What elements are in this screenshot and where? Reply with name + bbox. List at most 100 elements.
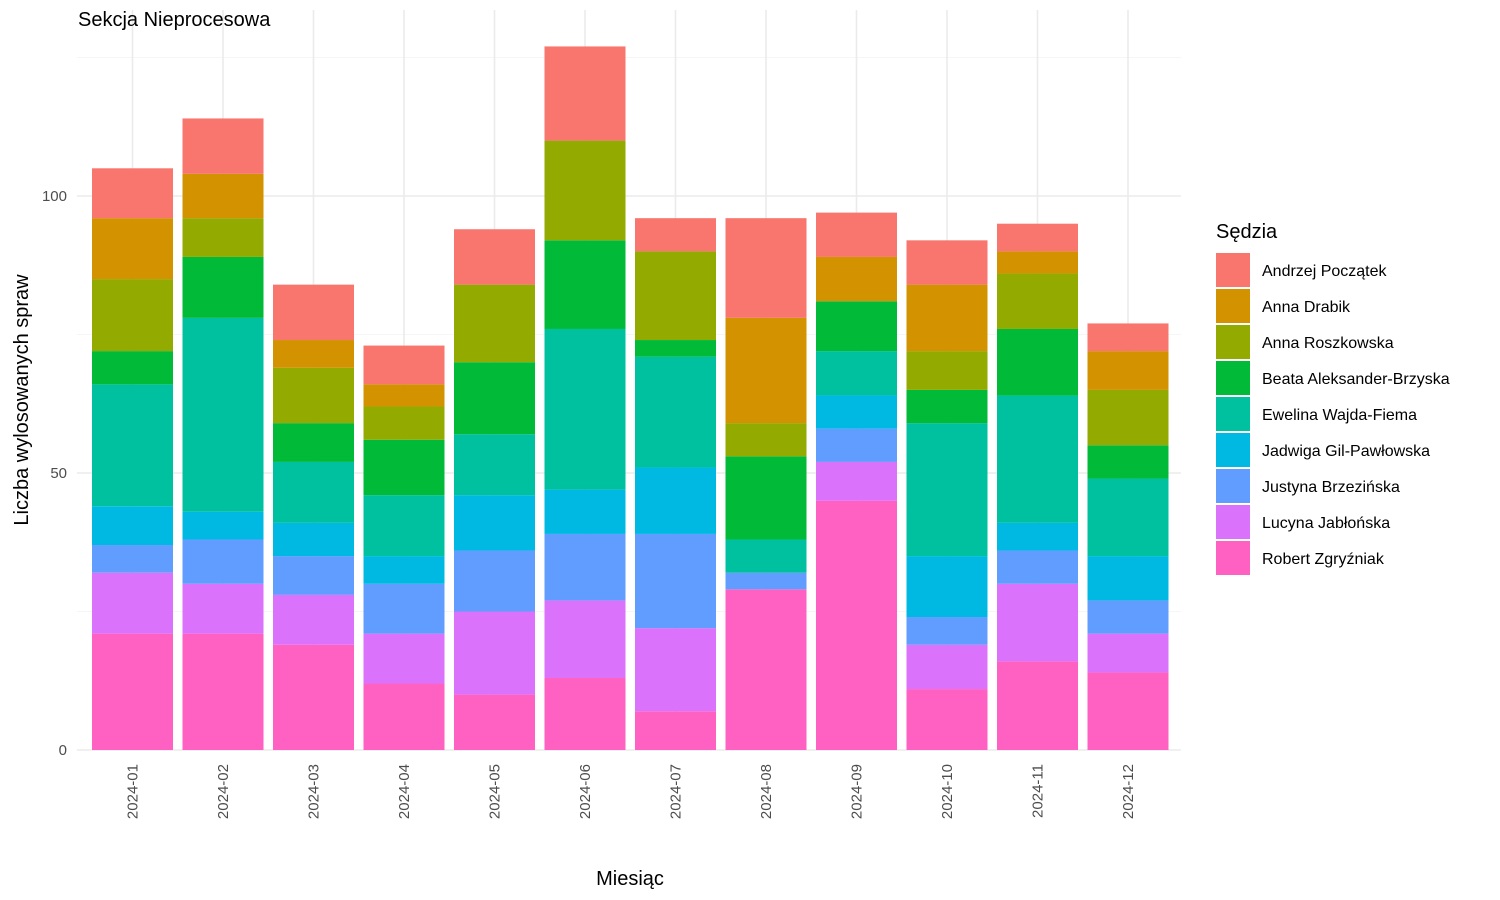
bar-segment — [92, 545, 173, 573]
bar-segment — [92, 168, 173, 219]
bar-segment — [273, 367, 354, 424]
bar-segment — [906, 351, 988, 390]
bar-segment — [363, 345, 445, 385]
bar-segment — [725, 317, 807, 424]
bar-segment — [363, 556, 445, 584]
bar-segment — [454, 694, 535, 750]
bar-segment — [997, 550, 1078, 584]
bar-segment — [544, 328, 626, 490]
bar-segment — [544, 140, 626, 241]
bar-segment — [363, 633, 445, 684]
bar-segment — [906, 644, 988, 690]
bar-segment — [906, 240, 988, 285]
bar-segment — [997, 395, 1078, 523]
x-axis-title: Miesiąc — [596, 868, 664, 890]
x-tick-label: 2024-06 — [577, 764, 594, 819]
bar-segment — [997, 273, 1078, 329]
bar-segment — [816, 461, 897, 501]
bar-segment — [1087, 323, 1169, 352]
bar-segment — [273, 340, 354, 368]
bar-segment — [816, 500, 897, 750]
bar-segment — [363, 439, 445, 496]
bar-segment — [906, 284, 988, 352]
bar-segment — [906, 556, 988, 618]
bar-segment — [997, 583, 1078, 662]
bar-segment — [273, 461, 354, 523]
bar-segment — [92, 384, 173, 507]
legend-key — [1216, 397, 1250, 431]
bar-segment — [816, 212, 897, 257]
bar-segment — [454, 362, 535, 435]
legend-key — [1216, 253, 1250, 287]
bar-segment — [454, 550, 535, 612]
bar-segment — [725, 218, 807, 318]
bar-segment — [363, 683, 445, 750]
legend-label: Andrzej Początek — [1262, 263, 1388, 280]
bar-segment — [92, 506, 173, 546]
bar-segment — [816, 395, 897, 429]
legend-label: Anna Roszkowska — [1262, 335, 1394, 352]
bar-segment — [544, 677, 626, 750]
bar-segment — [182, 218, 264, 257]
bar-segment — [635, 340, 716, 357]
bar-segment — [725, 572, 807, 590]
legend-label: Beata Aleksander-Brzyska — [1262, 371, 1450, 388]
bar-segment — [544, 600, 626, 678]
bar-segment — [635, 628, 716, 712]
bar-segment — [635, 218, 716, 252]
bar-segment — [92, 633, 173, 750]
bar-segment — [1087, 556, 1169, 601]
bar-segment — [363, 406, 445, 440]
bar-segment — [1087, 445, 1169, 479]
legend: Sędzia Andrzej Początek Anna Drabik Anna R… — [1216, 221, 1450, 575]
chart-title: Sekcja Nieprocesowa — [78, 9, 271, 31]
bar-segment — [544, 46, 626, 141]
bar-segment — [454, 611, 535, 695]
bar-segment — [273, 594, 354, 645]
bar-segment — [816, 256, 897, 302]
x-tick-label: 2024-12 — [1120, 764, 1137, 819]
bar-segment — [92, 572, 173, 634]
y-axis-title: Liczba wylosowanych spraw — [11, 274, 33, 526]
x-tick-label: 2024-10 — [939, 764, 956, 819]
bar-segment — [1087, 633, 1169, 673]
bar-segment — [363, 495, 445, 557]
bar-segment — [906, 617, 988, 645]
bar-segment — [997, 328, 1078, 396]
bar-segment — [454, 434, 535, 496]
bar-segment — [725, 539, 807, 573]
bar-segment — [182, 511, 264, 540]
bar-segment — [635, 251, 716, 341]
bar-segment — [1087, 672, 1169, 750]
bar-segment — [182, 317, 264, 512]
legend-label: Jadwiga Gil-Pawłowska — [1262, 443, 1430, 460]
bar-segment — [454, 284, 535, 363]
bar-segment — [635, 467, 716, 534]
bar-segment — [816, 301, 897, 352]
bar-segment — [997, 223, 1078, 252]
legend-key — [1216, 505, 1250, 539]
legend-key — [1216, 541, 1250, 575]
legend-key — [1216, 361, 1250, 395]
bar-segment — [182, 539, 264, 584]
legend-label: Ewelina Wajda-Fiema — [1262, 407, 1417, 424]
bar-segment — [725, 456, 807, 540]
bar-segment — [635, 533, 716, 629]
x-tick-label: 2024-04 — [396, 764, 413, 819]
bar-segment — [92, 279, 173, 352]
bar-segment — [1087, 351, 1169, 390]
bar-segment — [454, 229, 535, 285]
bar-segment — [92, 218, 173, 280]
legend-label: Justyna Brzezińska — [1262, 479, 1400, 496]
bar-segment — [182, 633, 264, 750]
legend-title: Sędzia — [1216, 221, 1278, 243]
legend-key — [1216, 325, 1250, 359]
bar-segment — [273, 284, 354, 341]
bar-segment — [273, 423, 354, 462]
y-axis-ticks: 0 50 100 — [42, 188, 67, 759]
x-tick-label: 2024-08 — [758, 764, 775, 819]
x-tick-label: 2024-02 — [215, 764, 232, 819]
bar-segment — [1087, 478, 1169, 557]
bar-segment — [182, 583, 264, 634]
